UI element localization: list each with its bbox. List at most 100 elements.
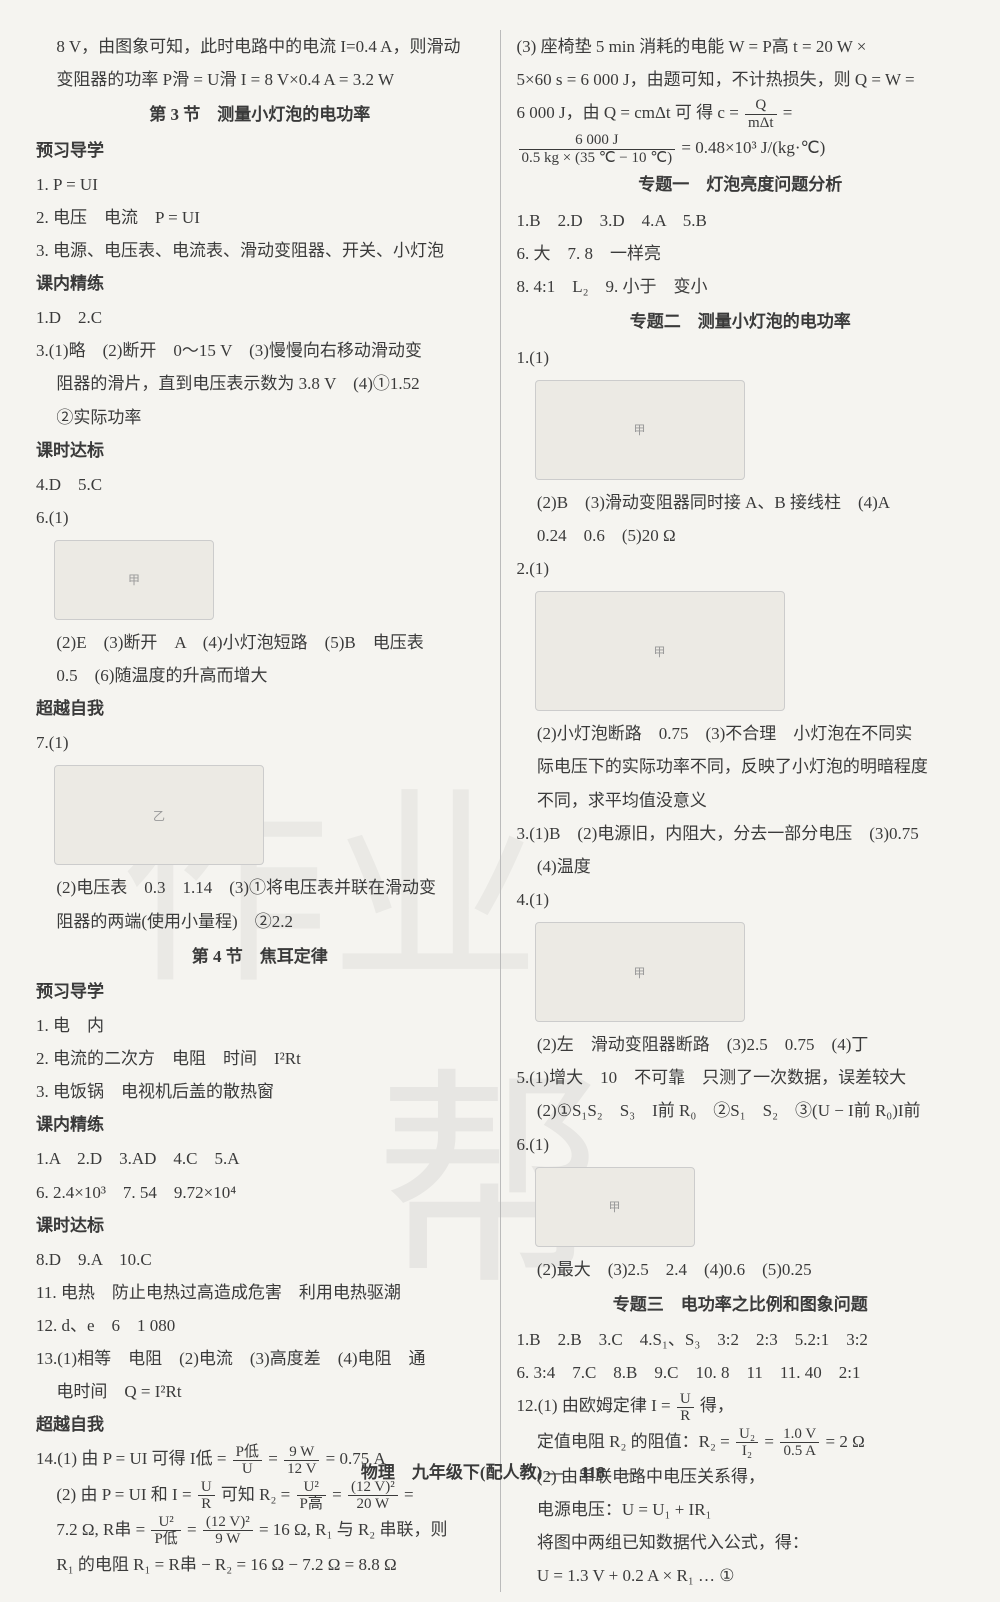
formula-text: 得， (700, 1396, 734, 1415)
numerator: 6 000 J (519, 132, 676, 150)
formula-text: 可知 R₂ = (221, 1485, 295, 1504)
answer-line: (2)E (3)断开 A (4)小灯泡短路 (5)B 电压表 (36, 626, 484, 659)
page-container: 8 V，由图象可知，此时电路中的电流 I=0.4 A，则滑动 变阻器的功率 P滑… (0, 0, 1000, 1602)
fraction: Q mΔt (745, 97, 776, 131)
formula-text: = 2 Ω (825, 1432, 864, 1451)
answer-line: 0.24 0.6 (5)20 Ω (517, 519, 965, 552)
formula-text: 7.2 Ω, R串 = (56, 1520, 149, 1539)
heading-preview2: 预习导学 (36, 975, 484, 1009)
heading-inclass: 课内精练 (36, 267, 484, 301)
answer-line: (2)B (3)滑动变阻器同时接 A、B 接线柱 (4)A (517, 486, 965, 519)
formula-text: 6 000 J，由 Q = cmΔt 可 得 c = (517, 103, 744, 122)
answer-line: 11. 电热 防止电热过高造成危害 利用电热驱潮 (36, 1276, 484, 1309)
answer-line: 0.5 (6)随温度的升高而增大 (36, 659, 484, 692)
formula-text: 12.(1) 由欧姆定律 I = (517, 1396, 675, 1415)
answer-line: 1. 电 内 (36, 1009, 484, 1042)
heading-time: 课时达标 (36, 434, 484, 468)
heading-preview: 预习导学 (36, 134, 484, 168)
formula-text: = (187, 1520, 201, 1539)
numerator: U₂ (736, 1426, 758, 1444)
denominator: 0.5 kg × (35 ℃ − 10 ℃) (519, 150, 676, 167)
topic-3-title: 专题三 电功率之比例和图象问题 (517, 1286, 965, 1323)
fraction: (12 V)² 9 W (203, 1514, 253, 1548)
text-line: 8 V，由图象可知，此时电路中的电流 I=0.4 A，则滑动 (36, 30, 484, 63)
answer-line: ②实际功率 (36, 401, 484, 434)
answer-line: R₁ 的电阻 R₁ = R串 − R₂ = 16 Ω − 7.2 Ω = 8.8… (36, 1548, 484, 1581)
answer-line: 电源电压：U = U₁ + IR₁ (517, 1493, 965, 1526)
section-3-title: 第 3 节 测量小灯泡的电功率 (36, 96, 484, 133)
answer-line: 4.(1) (517, 883, 965, 916)
fraction: 6 000 J 0.5 kg × (35 ℃ − 10 ℃) (519, 132, 676, 166)
denominator: 9 W (203, 1531, 253, 1548)
answer-line: 6.(1) (517, 1128, 965, 1161)
formula-line: 定值电阻 R₂ 的阻值：R₂ = U₂ I₂ = 1.0 V 0.5 A = 2… (517, 1425, 965, 1460)
heading-exceed: 超越自我 (36, 692, 484, 726)
answer-line: 阻器的滑片，直到电压表示数为 3.8 V (4)①1.52 (36, 367, 484, 400)
answer-line: 6. 3:4 7.C 8.B 9.C 10. 8 11 11. 40 2:1 (517, 1356, 965, 1389)
fraction: U₂ I₂ (736, 1426, 758, 1460)
answer-line: 2. 电流的二次方 电阻 时间 I²Rt (36, 1042, 484, 1075)
answer-line: (2)小灯泡断路 0.75 (3)不合理 小灯泡在不同实 (517, 717, 965, 750)
formula-text: = (332, 1485, 346, 1504)
fraction: U R (677, 1391, 694, 1425)
formula-text: = 16 Ω, R₁ 与 R₂ 串联，则 (259, 1520, 448, 1539)
circuit-diagram-2: 乙 (54, 765, 264, 865)
answer-line: 3.(1)B (2)电源旧，内阻大，分去一部分电压 (3)0.75 (517, 817, 965, 850)
answer-line: 1.B 2.B 3.C 4.S₁、S₃ 3:2 2:3 5.2:1 3:2 (517, 1323, 965, 1356)
formula-line: 12.(1) 由欧姆定律 I = U R 得， (517, 1389, 965, 1424)
denominator: R (677, 1408, 694, 1425)
heading-inclass2: 课内精练 (36, 1108, 484, 1142)
answer-line: 6.(1) (36, 501, 484, 534)
formula-line: 6 000 J 0.5 kg × (35 ℃ − 10 ℃) = 0.48×10… (517, 131, 965, 166)
fraction: U² P低 (151, 1514, 180, 1548)
text-line: 5×60 s = 6 000 J，由题可知，不计热损失，则 Q = W = (517, 63, 965, 96)
answer-line: 3.(1)略 (2)断开 0～15 V (3)慢慢向右移动滑动变 (36, 334, 484, 367)
denominator: mΔt (745, 115, 776, 132)
answer-line: 1.A 2.D 3.AD 4.C 5.A (36, 1142, 484, 1175)
answer-line: 7.(1) (36, 726, 484, 759)
answer-line: (4)温度 (517, 850, 965, 883)
answer-line: 阻器的两端(使用小量程) ②2.2 (36, 905, 484, 938)
fraction: 1.0 V 0.5 A (780, 1426, 819, 1460)
circuit-diagram-1: 甲 (54, 540, 214, 620)
answer-line: 1. P = UI (36, 168, 484, 201)
answer-line: 2.(1) (517, 552, 965, 585)
answer-line: (2)①S₁S₂ S₃ I前 R₀ ②S₁ S₂ ③(U − I前 R₀)I前 (517, 1094, 965, 1127)
circuit-diagram-6: 甲 (535, 1167, 695, 1247)
numerator: (12 V)² (203, 1514, 253, 1532)
formula-text: = 0.48×10³ J/(kg·℃) (681, 138, 825, 157)
answer-line: 6. 2.4×10³ 7. 54 9.72×10⁴ (36, 1176, 484, 1209)
topic-2-title: 专题二 测量小灯泡的电功率 (517, 303, 965, 340)
answer-line: (2)最大 (3)2.5 2.4 (4)0.6 (5)0.25 (517, 1253, 965, 1286)
answer-line: 不同，求平均值没意义 (517, 784, 965, 817)
section-4-title: 第 4 节 焦耳定律 (36, 938, 484, 975)
page-footer: 物理 九年级下(配人教) — 118 — (0, 1458, 1000, 1483)
fraction: U² P高 (297, 1479, 326, 1513)
answer-line: 3. 电源、电压表、电流表、滑动变阻器、开关、小灯泡 (36, 234, 484, 267)
answer-line: U = 1.3 V + 0.2 A × R₁ … ① (517, 1559, 965, 1592)
formula-text: = (764, 1432, 778, 1451)
formula-text: 定值电阻 R₂ 的阻值：R₂ = (537, 1432, 734, 1451)
numerator: 1.0 V (780, 1426, 819, 1444)
answer-line: 电时间 Q = I²Rt (36, 1375, 484, 1408)
numerator: Q (745, 97, 776, 115)
formula-line: 6 000 J，由 Q = cmΔt 可 得 c = Q mΔt = (517, 96, 965, 131)
topic-1-title: 专题一 灯泡亮度问题分析 (517, 166, 965, 203)
formula-text: = (783, 103, 793, 122)
answer-line: 1.(1) (517, 341, 965, 374)
heading-exceed2: 超越自我 (36, 1408, 484, 1442)
circuit-diagram-4: 甲 (535, 591, 785, 711)
answer-line: 8.D 9.A 10.C (36, 1243, 484, 1276)
text-line: (3) 座椅垫 5 min 消耗的电能 W = P高 t = 20 W × (517, 30, 965, 63)
answer-line: 4.D 5.C (36, 468, 484, 501)
answer-line: 8. 4:1 L₂ 9. 小于 变小 (517, 270, 965, 303)
formula-line: 7.2 Ω, R串 = U² P低 = (12 V)² 9 W = 16 Ω, … (36, 1513, 484, 1548)
answer-line: 1.D 2.C (36, 301, 484, 334)
fraction: U R (198, 1479, 215, 1513)
heading-time2: 课时达标 (36, 1209, 484, 1243)
answer-line: (2)左 滑动变阻器断路 (3)2.5 0.75 (4)丁 (517, 1028, 965, 1061)
answer-line: 5.(1)增大 10 不可靠 只测了一次数据，误差较大 (517, 1061, 965, 1094)
answer-line: 12. d、e 6 1 080 (36, 1309, 484, 1342)
circuit-diagram-5: 甲 (535, 922, 745, 1022)
answer-line: 6. 大 7. 8 一样亮 (517, 237, 965, 270)
